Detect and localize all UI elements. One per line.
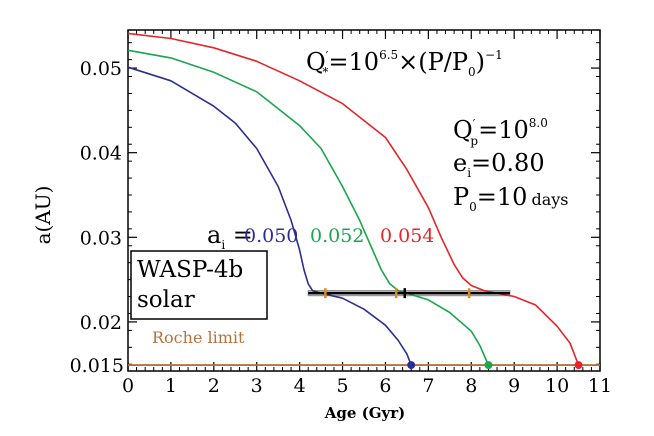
e-i-annotation: ei=0.80	[453, 149, 545, 180]
x-tick-label: 7	[422, 375, 434, 397]
legend-entry-0.052: 0.052	[310, 225, 364, 247]
series-line-0.050	[127, 66, 412, 366]
x-tick-label: 8	[465, 375, 477, 397]
p-0-annotation: P0=10 days	[453, 183, 568, 214]
roche-y-label: 0.015	[70, 355, 124, 377]
q-p-annotation: Q′ p=108.0	[453, 116, 548, 148]
series-endpoint-0.052	[484, 361, 493, 370]
x-axis-label: Age (Gyr)	[324, 404, 406, 422]
roche-limit-label: Roche limit	[152, 328, 245, 347]
x-tick-label: 5	[336, 375, 348, 397]
legend-box	[130, 250, 268, 320]
legend-entry-0.054: 0.054	[380, 225, 434, 247]
x-tick-label: 3	[251, 375, 263, 397]
legend-box-line1: WASP-4b	[137, 257, 243, 283]
legend-entry-0.050: 0.050	[244, 225, 298, 247]
plot-frame	[127, 29, 601, 372]
y-axis-label: a(AU)	[31, 186, 55, 245]
q-star-annotation: Q′ *=106.5×(P/P0)−1	[306, 48, 503, 79]
x-tick-label: 1	[165, 375, 177, 397]
x-tick-label: 6	[379, 375, 391, 397]
y-tick-label: 0.05	[80, 58, 122, 80]
legend-box-line2: solar	[137, 287, 195, 313]
series-endpoint-0.054	[574, 361, 583, 370]
y-tick-label: 0.04	[80, 143, 122, 165]
x-tick-label: 9	[508, 375, 520, 397]
series-line-0.052	[127, 49, 490, 366]
x-tick-label: 11	[588, 375, 612, 397]
y-tick-label: 0.02	[80, 312, 122, 334]
series-line-0.054	[127, 32, 580, 366]
x-tick-label: 4	[294, 375, 306, 397]
a-i-label: ai =	[207, 221, 253, 252]
x-tick-label: 2	[208, 375, 220, 397]
x-tick-label: 0	[122, 375, 134, 397]
x-tick-label: 10	[545, 375, 569, 397]
series-endpoint-0.050	[407, 361, 416, 370]
y-tick-label: 0.03	[80, 227, 122, 249]
